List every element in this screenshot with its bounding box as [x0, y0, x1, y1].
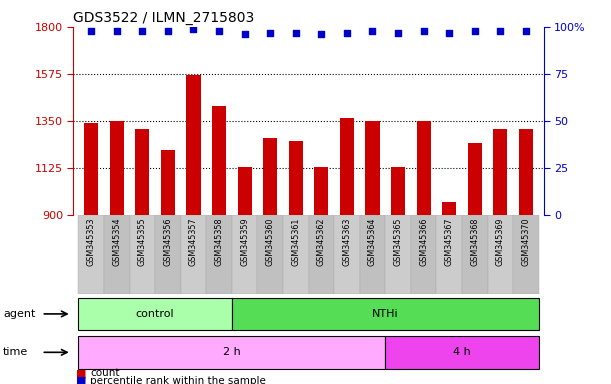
Text: GSM345358: GSM345358	[214, 217, 224, 266]
Text: GDS3522 / ILMN_2715803: GDS3522 / ILMN_2715803	[73, 11, 255, 25]
Bar	[181, 215, 207, 294]
Point	[444, 30, 454, 36]
Bar	[161, 150, 175, 215]
Point	[189, 26, 199, 32]
Bar	[391, 167, 405, 215]
Text: ■: ■	[76, 376, 87, 384]
Text: GSM345363: GSM345363	[342, 217, 351, 266]
Bar	[417, 121, 431, 215]
Bar	[340, 118, 354, 215]
Point	[112, 28, 122, 34]
Text: GSM345370: GSM345370	[521, 217, 530, 266]
Bar	[468, 143, 482, 215]
Text: GSM345364: GSM345364	[368, 217, 377, 266]
Text: GSM345366: GSM345366	[419, 217, 428, 266]
Text: GSM345361: GSM345361	[291, 217, 300, 266]
Bar	[232, 298, 539, 330]
Text: GSM345357: GSM345357	[189, 217, 198, 266]
Point	[496, 28, 505, 34]
Text: ■: ■	[76, 368, 87, 378]
Bar	[130, 215, 155, 294]
Bar	[334, 215, 360, 294]
Text: GSM345356: GSM345356	[163, 217, 172, 266]
Text: NTHi: NTHi	[372, 309, 398, 319]
Text: GSM345369: GSM345369	[496, 217, 505, 266]
Bar	[110, 121, 124, 215]
Bar	[78, 336, 386, 369]
Bar	[462, 215, 488, 294]
Point	[316, 31, 326, 38]
Bar	[519, 129, 533, 215]
Bar	[257, 215, 283, 294]
Bar	[84, 123, 98, 215]
Bar	[386, 336, 539, 369]
Point	[214, 28, 224, 34]
Bar	[186, 75, 200, 215]
Text: GSM345368: GSM345368	[470, 217, 479, 266]
Point	[137, 28, 147, 34]
Bar	[283, 215, 309, 294]
Text: time: time	[3, 347, 28, 358]
Bar	[135, 129, 149, 215]
Bar	[411, 215, 436, 294]
Text: GSM345353: GSM345353	[87, 217, 96, 266]
Text: count: count	[90, 368, 120, 378]
Point	[163, 28, 173, 34]
Bar	[436, 215, 462, 294]
Point	[393, 30, 403, 36]
Bar	[238, 167, 252, 215]
Bar	[78, 215, 104, 294]
Bar	[289, 141, 303, 215]
Text: GSM345355: GSM345355	[138, 217, 147, 266]
Point	[342, 30, 352, 36]
Text: 4 h: 4 h	[453, 347, 471, 358]
Text: GSM345354: GSM345354	[112, 217, 122, 266]
Text: GSM345367: GSM345367	[445, 217, 454, 266]
Bar	[488, 215, 513, 294]
Text: percentile rank within the sample: percentile rank within the sample	[90, 376, 266, 384]
Bar	[513, 215, 539, 294]
Text: GSM345360: GSM345360	[266, 217, 275, 266]
Point	[419, 28, 428, 34]
Bar	[309, 215, 334, 294]
Point	[240, 31, 249, 38]
Bar	[232, 215, 257, 294]
Bar	[314, 167, 328, 215]
Bar	[442, 202, 456, 215]
Point	[470, 28, 480, 34]
Bar	[263, 138, 277, 215]
Bar	[365, 121, 379, 215]
Bar	[212, 106, 226, 215]
Point	[521, 28, 531, 34]
Text: GSM345362: GSM345362	[317, 217, 326, 266]
Point	[265, 30, 275, 36]
Point	[291, 30, 301, 36]
Bar	[78, 298, 232, 330]
Bar	[386, 215, 411, 294]
Text: 2 h: 2 h	[223, 347, 241, 358]
Text: GSM345359: GSM345359	[240, 217, 249, 266]
Bar	[207, 215, 232, 294]
Text: control: control	[136, 309, 175, 319]
Bar	[104, 215, 130, 294]
Text: GSM345365: GSM345365	[393, 217, 403, 266]
Text: agent: agent	[3, 309, 35, 319]
Bar	[360, 215, 386, 294]
Bar	[155, 215, 181, 294]
Bar	[493, 129, 507, 215]
Point	[86, 28, 96, 34]
Point	[368, 28, 378, 34]
